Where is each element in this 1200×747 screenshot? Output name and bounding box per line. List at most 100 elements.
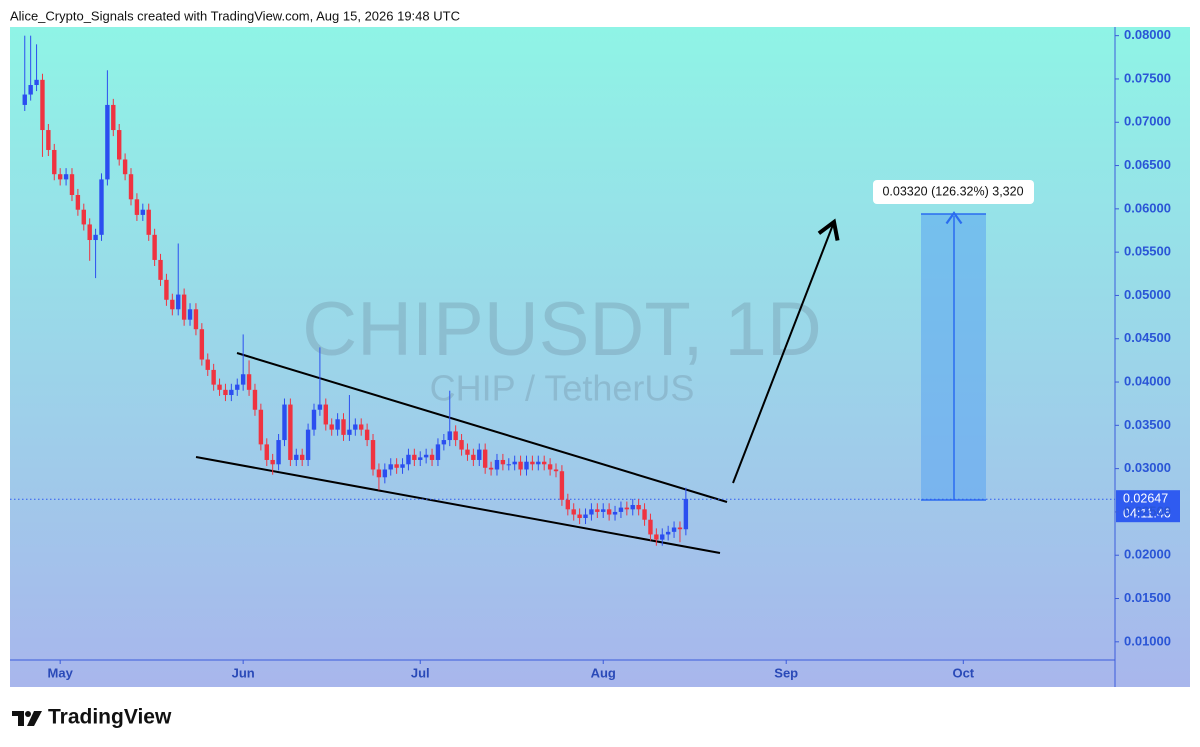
- watermark-subtitle: CHIP / TetherUS: [430, 368, 695, 409]
- candle-body: [665, 531, 671, 535]
- watermark-title: CHIPUSDT, 1D: [302, 287, 821, 372]
- candle-body: [28, 85, 33, 95]
- candle-body: [477, 449, 482, 460]
- projection-arrow: [732, 218, 840, 484]
- candle-body: [46, 130, 51, 150]
- x-tick-label: Jul: [411, 665, 430, 680]
- candle-body: [624, 507, 630, 510]
- candle-body: [683, 498, 689, 530]
- candle-body: [311, 409, 317, 430]
- candle-body: [488, 467, 494, 470]
- candle-body: [335, 419, 340, 430]
- candle-body: [128, 174, 134, 200]
- candle-body: [571, 509, 576, 515]
- candle-body: [429, 454, 435, 460]
- candle-body: [170, 299, 175, 310]
- y-tick-label: 0.04000: [1124, 373, 1171, 388]
- candle-body: [34, 79, 39, 86]
- candle-body: [654, 534, 659, 540]
- candle-body: [447, 431, 452, 441]
- candle-body: [494, 459, 500, 470]
- candle-body: [524, 461, 529, 470]
- x-tick-label: Jun: [232, 665, 255, 680]
- candle-body: [270, 459, 275, 465]
- candle-body: [199, 329, 205, 360]
- candle-body: [152, 234, 157, 260]
- y-tick-label: 0.02500: [1124, 503, 1171, 518]
- candle-body: [341, 419, 346, 435]
- brand-logo: [12, 711, 42, 726]
- candle-body: [187, 309, 193, 320]
- candle-body: [93, 234, 98, 241]
- candle-body: [353, 424, 358, 430]
- brand: TradingView: [48, 706, 172, 729]
- candle-body: [240, 374, 246, 385]
- candle-body: [288, 404, 293, 460]
- candle-body: [618, 507, 624, 512]
- candle-body: [370, 440, 376, 470]
- candle-body: [158, 259, 163, 280]
- candle-body: [547, 464, 553, 470]
- candle-body: [577, 514, 582, 518]
- candle-body: [583, 514, 588, 518]
- y-tick-label: 0.07000: [1124, 114, 1171, 129]
- candle-body: [329, 424, 334, 430]
- candle-body: [299, 454, 305, 460]
- y-tick-label: 0.02000: [1124, 547, 1171, 562]
- candle-body: [459, 440, 464, 450]
- candle-body: [223, 389, 228, 396]
- candle-body: [294, 454, 299, 460]
- wedge-lower-line: [195, 456, 721, 554]
- candle-body: [117, 130, 122, 160]
- candle-body: [648, 519, 653, 535]
- y-tick-label: 0.08000: [1124, 27, 1171, 42]
- y-tick-label: 0.03000: [1124, 460, 1171, 475]
- measure-label: 0.03320 (126.32%) 3,320: [882, 184, 1023, 198]
- candle-body: [111, 104, 116, 131]
- candle-body: [52, 149, 57, 175]
- candle-body: [423, 454, 429, 458]
- candle-body: [482, 449, 488, 468]
- y-tick-label: 0.01000: [1124, 633, 1171, 648]
- candle-body: [282, 404, 287, 441]
- candles: [10, 35, 1115, 546]
- candle-body: [595, 509, 600, 512]
- x-tick-label: Oct: [952, 665, 974, 680]
- candle-body: [435, 444, 441, 460]
- candle-body: [506, 464, 511, 466]
- candle-body: [589, 509, 594, 515]
- candle-body: [642, 509, 647, 520]
- candle-body: [512, 461, 517, 465]
- candle-body: [87, 224, 92, 241]
- candle-body: [382, 469, 388, 478]
- candle-body: [252, 389, 258, 410]
- y-tick-label: 0.04500: [1124, 330, 1171, 345]
- candle-body: [99, 179, 104, 235]
- candle-body: [636, 504, 641, 510]
- wedge-upper-line: [236, 352, 728, 503]
- candle-body: [630, 504, 635, 510]
- candle-body: [500, 459, 506, 465]
- y-tick-label: 0.06500: [1124, 157, 1171, 172]
- measure-label-box: [873, 180, 1034, 204]
- candle-body: [406, 454, 411, 465]
- candle-body: [305, 429, 311, 460]
- candle-body: [677, 527, 683, 530]
- y-tick-label: 0.03500: [1124, 417, 1171, 432]
- candle-body: [542, 461, 547, 465]
- candle-body: [364, 429, 370, 441]
- candle-body: [606, 509, 612, 515]
- candle-body: [140, 209, 146, 215]
- y-tick-label: 0.07500: [1124, 70, 1171, 85]
- candle-body: [57, 174, 63, 180]
- y-tick-label: 0.05500: [1124, 244, 1171, 259]
- candle-body: [323, 404, 328, 425]
- candle-body: [193, 309, 199, 330]
- candle-body: [63, 174, 69, 180]
- candle-body: [134, 199, 140, 215]
- y-tick-label: 0.06000: [1124, 200, 1171, 215]
- candle-body: [176, 294, 181, 310]
- candle-body: [81, 209, 86, 225]
